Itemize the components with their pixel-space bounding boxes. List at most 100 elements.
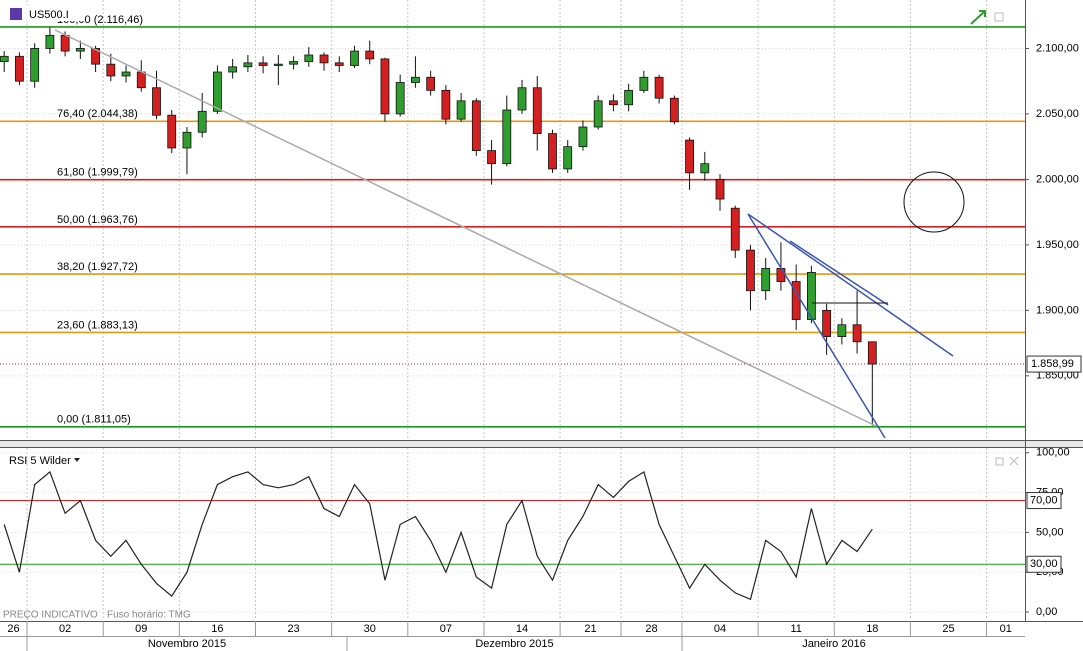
candle-body [487, 150, 496, 165]
candle-body [45, 34, 55, 49]
y-tick-label: 2.100,00 [1036, 42, 1079, 54]
candle-body [837, 324, 847, 337]
fib-label: 38,20 (1.927,72) [57, 261, 138, 273]
candle-body [517, 87, 527, 111]
candle-body [730, 207, 740, 251]
candle-body [471, 100, 481, 151]
channel-line [747, 213, 954, 357]
candle-body [30, 48, 40, 82]
last-price-box [1026, 355, 1082, 373]
candle-body [334, 62, 344, 66]
x-tick-label: 25 [942, 623, 954, 635]
y-tick-label: 100,00 [1036, 447, 1070, 459]
x-tick-label: 18 [866, 623, 878, 635]
fib-label: 61,80 (1.999,79) [57, 167, 138, 179]
y-tick-label: 2.050,00 [1036, 108, 1079, 120]
x-tick-label: 26 [7, 623, 19, 635]
fib-label: 76,40 (2.044,38) [57, 108, 138, 120]
month-label: Janeiro 2016 [802, 638, 866, 650]
candle-body [806, 271, 816, 320]
month-label: Dezembro 2015 [475, 638, 553, 650]
candle-body [15, 55, 24, 82]
candle-body [426, 76, 436, 91]
rsi-level-box [1026, 492, 1062, 510]
candle-body [593, 100, 603, 128]
symbol-icon [10, 8, 22, 20]
candle-body [228, 66, 238, 73]
channel-line [789, 240, 889, 306]
x-tick-label: 16 [211, 623, 223, 635]
y-tick-label: 1.900,00 [1036, 304, 1079, 316]
last-price-label: 1.858,99 [1031, 358, 1074, 370]
fib-label: 0,00 (1.811,05) [57, 414, 131, 426]
candle-body [746, 249, 755, 292]
candle-body [182, 131, 192, 149]
window-icon[interactable] [995, 457, 1004, 466]
candle-body [167, 114, 177, 149]
rsi-level-box [1026, 555, 1062, 573]
symbol: US500.I [29, 9, 69, 21]
candle-body [380, 58, 390, 115]
fib-label: 23,60 (1.883,13) [57, 319, 138, 331]
x-tick-label: 07 [440, 623, 452, 635]
y-tick-label: 0,00 [1036, 606, 1057, 618]
candle-body [456, 100, 466, 120]
fib-label: 50,00 (1.963,76) [57, 214, 138, 226]
candle-body [319, 54, 329, 64]
panel-separator [0, 440, 1083, 448]
month-label: Novembro 2015 [148, 638, 226, 650]
candle-body [121, 71, 131, 77]
y-tick-label: 50,00 [1036, 526, 1064, 538]
candle-body [532, 87, 542, 134]
candle-body [669, 97, 679, 123]
dropdown-icon[interactable] [74, 458, 80, 462]
candle-body [197, 110, 207, 133]
timezone: Fuso horário: TMG [107, 610, 191, 621]
candle-body [411, 76, 420, 83]
candle-body [867, 341, 877, 365]
candle-body [502, 109, 512, 165]
rsi-level-label: 30,00 [1030, 558, 1058, 570]
y-tick-label: 1.950,00 [1036, 239, 1079, 251]
x-tick-label: 21 [584, 623, 596, 635]
candle-body [654, 76, 664, 99]
channel-line [747, 213, 886, 439]
candle-body [350, 50, 359, 66]
candle-body [685, 139, 694, 174]
trend-icon[interactable] [970, 10, 986, 25]
plot [0, 27, 877, 601]
candle-body [700, 163, 710, 174]
candle-body [395, 82, 405, 115]
window-icon[interactable] [994, 12, 1004, 22]
candle-body [136, 71, 146, 89]
candle-body [715, 179, 725, 200]
x-tick-label: 14 [516, 623, 528, 635]
x-tick-label: 30 [364, 623, 376, 635]
y-tick-label: 1.850,00 [1036, 370, 1079, 382]
candle-body [152, 87, 161, 116]
close-icon[interactable] [1009, 456, 1019, 466]
rsi-line [3, 470, 873, 601]
candle-body [563, 146, 573, 170]
candle-body [289, 61, 298, 65]
candle-body [0, 55, 9, 62]
candle-body [776, 268, 786, 282]
candle-body [822, 309, 832, 337]
candle-body [441, 89, 451, 120]
x-tick-label: 04 [714, 623, 726, 635]
candle-body [106, 63, 116, 77]
candle-body [273, 63, 283, 66]
trend-line [54, 29, 877, 427]
circle-annotation [903, 171, 965, 233]
x-tick-label: 11 [790, 623, 801, 635]
candle-body [75, 48, 85, 52]
price-note: PREÇO INDICATIVO [3, 610, 98, 621]
x-tick-label: 23 [287, 623, 299, 635]
candle-body [624, 89, 634, 106]
x-tick-label: 02 [59, 623, 71, 635]
x-tick-label: 09 [135, 623, 147, 635]
candle-body [578, 126, 588, 148]
rsi-level-label: 70,00 [1030, 494, 1058, 506]
candle-body [243, 62, 253, 68]
